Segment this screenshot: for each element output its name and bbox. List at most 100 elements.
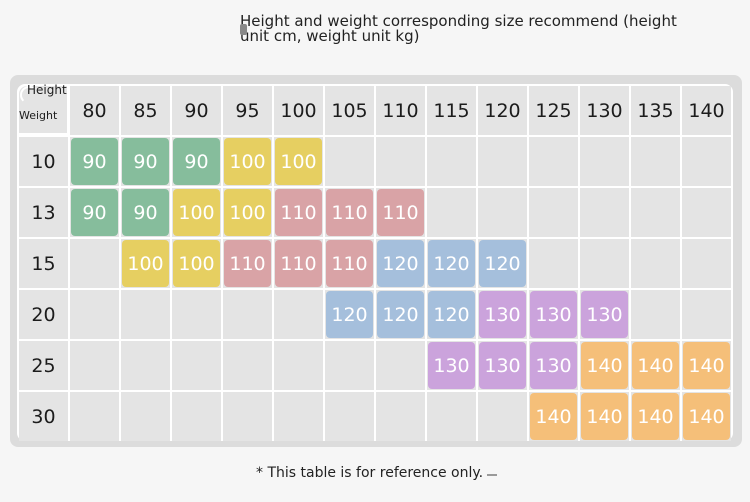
- table-cell: [70, 290, 119, 339]
- table-cell: [172, 341, 221, 390]
- height-header: 95: [223, 86, 272, 135]
- table-cell: [325, 137, 374, 186]
- size-badge: 140: [530, 393, 577, 440]
- weight-header: 25: [19, 341, 68, 390]
- size-badge: 140: [683, 342, 730, 389]
- arrow-icon: [487, 474, 497, 476]
- size-badge: 140: [581, 393, 628, 440]
- table-cell: [631, 290, 680, 339]
- size-badge: 130: [530, 291, 577, 338]
- weight-header: 10: [19, 137, 68, 186]
- table-cell: [70, 341, 119, 390]
- size-badge: 100: [275, 138, 322, 185]
- table-cell: [427, 188, 476, 237]
- size-badge: 130: [428, 342, 475, 389]
- table-cell: [274, 290, 323, 339]
- height-header: 80: [70, 86, 119, 135]
- table-cell: [376, 392, 425, 441]
- table-cell: [580, 188, 629, 237]
- table-cell: [478, 137, 527, 186]
- table-cell: [70, 392, 119, 441]
- weight-header: 13: [19, 188, 68, 237]
- table-cell: [325, 341, 374, 390]
- size-badge: 110: [275, 189, 322, 236]
- table-cell: [631, 239, 680, 288]
- size-badge: 110: [377, 189, 424, 236]
- size-badge: 140: [632, 342, 679, 389]
- table-cell: [376, 341, 425, 390]
- height-header: 125: [529, 86, 578, 135]
- table-cell: [70, 239, 119, 288]
- table-cell: [274, 341, 323, 390]
- height-header: 110: [376, 86, 425, 135]
- page-title: Height and weight corresponding size rec…: [240, 12, 677, 45]
- table-cell: [529, 239, 578, 288]
- size-badge: 130: [479, 342, 526, 389]
- table-cell: [529, 188, 578, 237]
- weight-header: 20: [19, 290, 68, 339]
- size-badge: 90: [173, 138, 220, 185]
- size-badge: 140: [581, 342, 628, 389]
- table-cell: [682, 137, 731, 186]
- table-cell: [682, 290, 731, 339]
- size-badge: 110: [275, 240, 322, 287]
- size-badge: 90: [71, 138, 118, 185]
- size-badge: 130: [479, 291, 526, 338]
- table-cell: [478, 188, 527, 237]
- table-cell: [427, 392, 476, 441]
- size-badge: 110: [224, 240, 271, 287]
- size-badge: 120: [428, 291, 475, 338]
- height-header: 130: [580, 86, 629, 135]
- table-cell: [427, 137, 476, 186]
- size-badge: 140: [632, 393, 679, 440]
- height-header: 140: [682, 86, 731, 135]
- table-cell: [580, 239, 629, 288]
- corner-weight-label: Weight: [19, 109, 58, 122]
- size-badge: 100: [224, 189, 271, 236]
- table-cell: [325, 392, 374, 441]
- table-cell: [172, 392, 221, 441]
- height-header: 85: [121, 86, 170, 135]
- table-cell: [529, 137, 578, 186]
- size-badge: 100: [224, 138, 271, 185]
- size-badge: 130: [530, 342, 577, 389]
- size-badge: 120: [377, 240, 424, 287]
- table-cell: [631, 188, 680, 237]
- size-badge: 100: [173, 189, 220, 236]
- table-cell: [121, 392, 170, 441]
- size-badge: 110: [326, 240, 373, 287]
- table-cell: [478, 392, 527, 441]
- table-cell: [631, 137, 680, 186]
- size-badge: 120: [326, 291, 373, 338]
- size-badge: 110: [326, 189, 373, 236]
- height-header: 90: [172, 86, 221, 135]
- height-header: 135: [631, 86, 680, 135]
- size-badge: 90: [122, 138, 169, 185]
- table-cell: [274, 392, 323, 441]
- size-badge: 90: [71, 189, 118, 236]
- table-cell: [121, 290, 170, 339]
- table-cell: [682, 188, 731, 237]
- size-badge: 100: [173, 240, 220, 287]
- table-cell: [223, 392, 272, 441]
- table-cell: [682, 239, 731, 288]
- table-cell: [376, 137, 425, 186]
- height-header: 120: [478, 86, 527, 135]
- size-badge: 140: [683, 393, 730, 440]
- size-badge: 120: [377, 291, 424, 338]
- height-header: 100: [274, 86, 323, 135]
- weight-header: 30: [19, 392, 68, 441]
- circle-arc-icon: [20, 86, 38, 104]
- table-cell: [223, 290, 272, 339]
- size-badge: 100: [122, 240, 169, 287]
- table-cell: [580, 137, 629, 186]
- table-cell: [223, 341, 272, 390]
- table-cell: [172, 290, 221, 339]
- weight-header: 15: [19, 239, 68, 288]
- table-cell: [121, 341, 170, 390]
- height-header: 105: [325, 86, 374, 135]
- size-badge: 120: [428, 240, 475, 287]
- size-badge: 130: [581, 291, 628, 338]
- reference-note: * This table is for reference only.: [256, 465, 484, 481]
- size-badge: 120: [479, 240, 526, 287]
